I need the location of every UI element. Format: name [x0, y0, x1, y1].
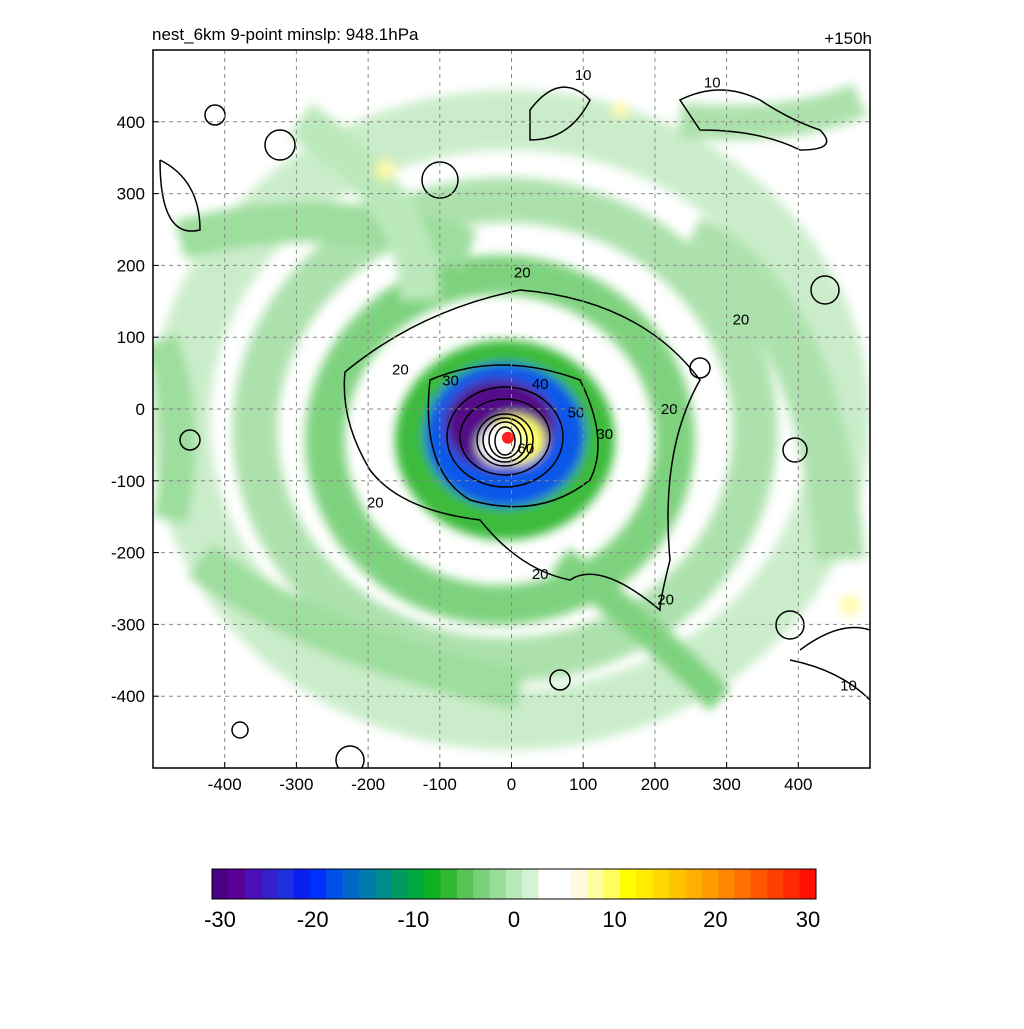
contour-label: 30	[596, 426, 613, 443]
y-tick-label: 100	[117, 328, 145, 347]
y-tick-label: 0	[136, 400, 145, 419]
colorbar-swatch	[587, 869, 605, 899]
colorbar-swatch	[326, 869, 344, 899]
storm-center-marker	[501, 431, 514, 444]
colorbar-swatch	[652, 869, 670, 899]
colorbar-tick-label: -30	[204, 907, 236, 932]
chart-title: nest_6km 9-point minslp: 948.1hPa	[152, 25, 419, 44]
colorbar-swatch	[309, 869, 327, 899]
colorbar-swatch	[669, 869, 686, 899]
x-tick-label: 300	[712, 775, 740, 794]
colorbar-frame	[211, 868, 817, 900]
colorbar-swatch	[701, 869, 719, 899]
x-axis: -400 -300 -200 -100 0 100 200 300 400	[208, 762, 812, 794]
y-tick-label: -100	[111, 472, 145, 491]
y-tick-label: -300	[111, 615, 145, 634]
colorbar-swatch	[554, 869, 572, 899]
colorbar-tick-label: -20	[297, 907, 329, 932]
colorbar-swatch	[636, 869, 654, 899]
colorbar-swatch	[718, 869, 735, 899]
colorbar-swatch	[522, 869, 539, 899]
contour-label: 20	[367, 494, 384, 511]
x-tick-label: -400	[208, 775, 242, 794]
y-tick-label: -200	[111, 544, 145, 563]
colorbar-swatch	[440, 869, 458, 899]
x-tick-label: -200	[351, 775, 385, 794]
colorbar	[211, 868, 817, 900]
contour-label: 20	[657, 591, 674, 608]
colorbar-swatch	[277, 869, 295, 899]
colorbar-swatch	[456, 869, 474, 899]
colorbar-swatch	[750, 869, 768, 899]
colorbar-swatch	[489, 869, 507, 899]
colorbar-tick-label: 0	[508, 907, 520, 932]
colorbar-swatch	[358, 869, 376, 899]
x-tick-label: 100	[569, 775, 597, 794]
colorbar-swatch	[767, 869, 784, 899]
contour-label: 10	[704, 74, 721, 91]
colorbar-swatch	[391, 869, 409, 899]
colorbar-swatch	[603, 869, 621, 899]
colorbar-swatch	[228, 869, 246, 899]
contour-label: 20	[733, 311, 750, 328]
colorbar-swatch	[734, 869, 752, 899]
contour-label: 40	[532, 376, 549, 393]
colorbar-swatch	[685, 869, 703, 899]
y-tick-label: -400	[111, 687, 145, 706]
y-tick-label: 400	[117, 113, 145, 132]
contour-label: 20	[661, 401, 678, 418]
colorbar-swatch	[244, 869, 262, 899]
colorbar-swatch	[375, 869, 393, 899]
y-tick-label: 300	[117, 185, 145, 204]
x-tick-label: -100	[423, 775, 457, 794]
colorbar-swatch	[212, 869, 229, 899]
contour-label: 20	[392, 362, 409, 379]
colorbar-tick-labels: -30 -20 -10 0 10 20 30	[204, 907, 820, 932]
x-tick-label: 200	[641, 775, 669, 794]
contour-label: 20	[532, 566, 549, 583]
colorbar-swatch	[538, 869, 556, 899]
colorbar-swatch	[799, 869, 817, 899]
y-axis: 400 300 200 100 0 -100 -200 -300 -400	[111, 113, 159, 706]
colorbar-tick-label: 10	[602, 907, 626, 932]
colorbar-swatch	[293, 869, 311, 899]
contour-label: 20	[514, 265, 531, 282]
colorbar-swatch	[505, 869, 523, 899]
forecast-hour-label: +150h	[824, 29, 872, 48]
contour-label: 30	[442, 372, 459, 389]
colorbar-swatch	[473, 869, 491, 899]
colorbar-tick-label: 30	[796, 907, 820, 932]
colorbar-swatch	[407, 869, 425, 899]
contour-label: 10	[840, 677, 857, 694]
contour-label: 60	[517, 440, 534, 457]
colorbar-swatch	[424, 869, 442, 899]
contour-label: 50	[568, 405, 585, 422]
x-tick-label: 0	[507, 775, 516, 794]
colorbar-swatch	[783, 869, 801, 899]
colorbar-swatch	[571, 869, 588, 899]
colorbar-swatch	[342, 869, 360, 899]
colorbar-tick-label: 20	[703, 907, 727, 932]
colorbar-tick-label: -10	[397, 907, 429, 932]
x-tick-label: -300	[279, 775, 313, 794]
x-tick-label: 400	[784, 775, 812, 794]
colorbar-swatch	[260, 869, 278, 899]
y-tick-label: 200	[117, 256, 145, 275]
colorbar-swatch	[620, 869, 637, 899]
